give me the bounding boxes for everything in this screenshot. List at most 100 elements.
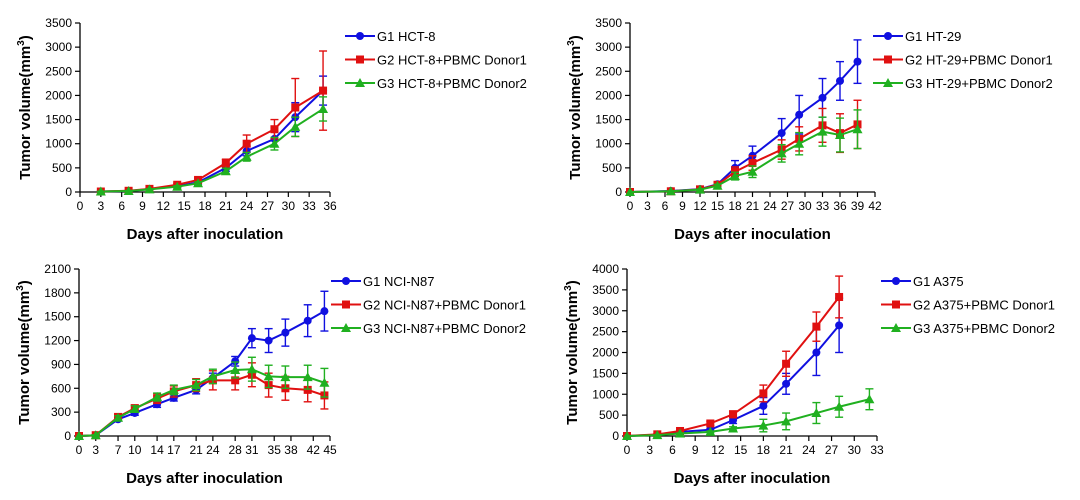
y-tick-label: 1200 bbox=[44, 334, 71, 348]
data-point bbox=[795, 110, 804, 119]
data-point bbox=[622, 431, 632, 440]
x-tick-label: 24 bbox=[802, 443, 816, 457]
legend-marker bbox=[356, 32, 364, 40]
chart-hct8: 0 3 6 9 12 15 18 21 24 27 30 33 36050010001500200025… bbox=[16, 16, 527, 243]
y-tick-label: 2000 bbox=[595, 88, 622, 102]
y-tick-label: 3000 bbox=[45, 40, 72, 54]
legend-item: G1 HCT-8 bbox=[345, 29, 436, 44]
data-point bbox=[695, 184, 705, 194]
data-point bbox=[191, 380, 202, 390]
data-point bbox=[812, 348, 821, 357]
data-point bbox=[230, 364, 241, 374]
legend-marker bbox=[355, 78, 365, 87]
data-point bbox=[759, 389, 768, 398]
legend-marker bbox=[884, 32, 892, 40]
data-point bbox=[835, 321, 844, 330]
legend-item: G2 NCI-N87+PBMC Donor1 bbox=[331, 298, 526, 313]
chart-a375: 0 3 6 9 12 15 18 21 24 27 30 33 0 500 1000 1500 2000 2500… bbox=[563, 262, 1055, 487]
y-tick-label: 1500 bbox=[45, 113, 72, 127]
x-tick-label: 33 bbox=[816, 199, 830, 213]
y-tick-label: 3500 bbox=[45, 16, 72, 30]
x-tick-label: 33 bbox=[302, 199, 316, 213]
x-tick-label: 0 bbox=[76, 443, 83, 457]
y-axis-title: Tumor volume(mm3) bbox=[566, 35, 584, 179]
series-line bbox=[78, 373, 325, 437]
x-tick-label: 35 bbox=[268, 443, 282, 457]
data-point bbox=[747, 166, 758, 176]
x-tick-label: 9 bbox=[679, 199, 686, 213]
series-2 bbox=[96, 50, 328, 196]
x-tick-label: 21 bbox=[779, 443, 793, 457]
data-point bbox=[246, 364, 257, 374]
y-tick-label: 3000 bbox=[592, 304, 619, 318]
legend-label: G3 HT-29+PBMC Donor2 bbox=[905, 76, 1053, 91]
x-tick-label: 15 bbox=[711, 199, 725, 213]
legend-label: G2 NCI-N87+PBMC Donor1 bbox=[363, 298, 526, 313]
data-point bbox=[729, 410, 738, 419]
x-tick-label: 36 bbox=[323, 199, 337, 213]
x-axis-title: Days after inoculation bbox=[127, 226, 284, 243]
y-tick-label: 1000 bbox=[45, 137, 72, 151]
x-tick-label: 3 bbox=[644, 199, 651, 213]
data-point bbox=[834, 401, 845, 411]
legend-label: G1 HCT-8 bbox=[377, 29, 436, 44]
x-tick-label: 27 bbox=[825, 443, 839, 457]
data-point bbox=[782, 359, 791, 368]
x-tick-label: 42 bbox=[307, 443, 321, 457]
series-3 bbox=[95, 96, 329, 196]
x-tick-label: 24 bbox=[240, 199, 254, 213]
y-tick-label: 1500 bbox=[44, 310, 71, 324]
data-point bbox=[74, 431, 84, 440]
data-point bbox=[281, 328, 290, 337]
data-point bbox=[835, 130, 845, 140]
x-tick-label: 21 bbox=[189, 443, 203, 457]
series-3 bbox=[74, 356, 330, 440]
data-point bbox=[730, 171, 740, 181]
legend-item: G1 HT-29 bbox=[873, 29, 961, 44]
data-point bbox=[247, 334, 256, 343]
x-tick-label: 15 bbox=[734, 443, 748, 457]
y-tick-label: 2000 bbox=[592, 346, 619, 360]
data-point bbox=[706, 419, 715, 428]
y-tick-label: 2500 bbox=[45, 64, 72, 78]
y-tick-label: 500 bbox=[52, 161, 72, 175]
legend-marker bbox=[884, 55, 892, 64]
x-tick-label: 45 bbox=[323, 443, 337, 457]
x-tick-label: 10 bbox=[128, 443, 142, 457]
x-tick-label: 0 bbox=[627, 199, 634, 213]
data-point bbox=[818, 93, 827, 102]
y-tick-label: 3000 bbox=[595, 40, 622, 54]
data-point bbox=[263, 371, 274, 381]
x-tick-label: 9 bbox=[692, 443, 699, 457]
data-point bbox=[144, 184, 155, 194]
y-tick-label: 500 bbox=[602, 161, 622, 175]
data-point bbox=[172, 181, 183, 191]
x-tick-label: 31 bbox=[245, 443, 259, 457]
x-tick-label: 39 bbox=[851, 199, 865, 213]
data-point bbox=[318, 103, 329, 113]
y-tick-label: 2000 bbox=[45, 88, 72, 102]
x-tick-label: 9 bbox=[139, 199, 146, 213]
y-tick-label: 1000 bbox=[595, 137, 622, 151]
y-tick-label: 1500 bbox=[592, 366, 619, 380]
x-tick-label: 12 bbox=[157, 199, 171, 213]
data-point bbox=[303, 385, 312, 394]
data-point bbox=[782, 379, 791, 388]
series-3 bbox=[625, 109, 863, 196]
legend-marker bbox=[342, 300, 350, 309]
data-point bbox=[675, 428, 686, 438]
x-tick-label: 33 bbox=[870, 443, 884, 457]
data-point bbox=[221, 159, 230, 168]
x-tick-label: 18 bbox=[757, 443, 771, 457]
x-tick-label: 3 bbox=[92, 443, 99, 457]
data-point bbox=[652, 430, 663, 440]
series-1 bbox=[626, 39, 862, 196]
legend-label: G2 A375+PBMC Donor1 bbox=[913, 298, 1055, 313]
data-point bbox=[168, 384, 179, 394]
x-tick-label: 15 bbox=[177, 199, 191, 213]
data-point bbox=[241, 151, 252, 161]
legend-item: G2 HCT-8+PBMC Donor1 bbox=[345, 53, 527, 68]
x-tick-label: 3 bbox=[646, 443, 653, 457]
y-axis-title: Tumor volume(mm3) bbox=[15, 280, 33, 424]
y-tick-label: 900 bbox=[51, 357, 71, 371]
